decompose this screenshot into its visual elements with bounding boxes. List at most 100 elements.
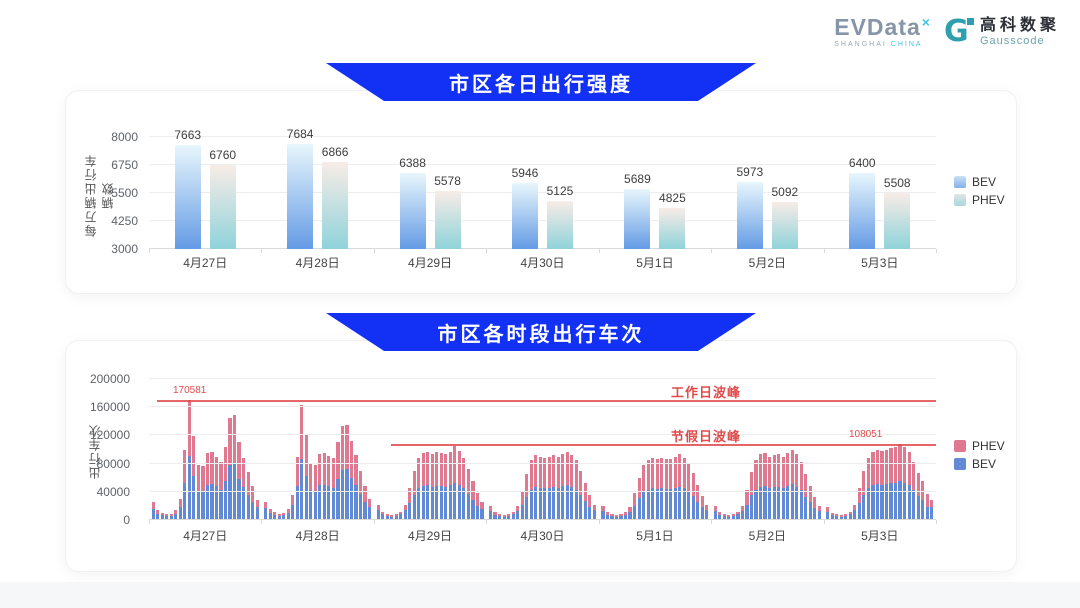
hour-bar[interactable] [628,379,632,520]
hour-bar[interactable] [561,379,565,520]
bar-bev[interactable] [287,144,314,249]
hour-bar[interactable] [884,379,889,520]
hour-bar[interactable] [363,379,367,520]
hour-bar[interactable] [273,379,277,520]
bar-phev[interactable] [546,201,573,249]
hour-bar[interactable] [251,379,255,520]
hour-bar[interactable] [565,379,569,520]
hour-bar[interactable] [632,379,637,520]
hour-bar[interactable] [291,379,295,520]
hour-bar[interactable] [660,379,664,520]
hour-bar[interactable] [457,379,461,520]
hour-bar[interactable] [610,379,614,520]
hour-bar[interactable] [727,379,731,520]
hour-bar[interactable] [399,379,403,520]
hour-bar[interactable] [871,379,875,520]
hour-bar[interactable] [866,379,870,520]
hour-bar[interactable] [516,379,520,520]
hour-bar[interactable] [534,379,538,520]
hour-bar[interactable] [614,379,619,520]
hour-bar[interactable] [255,379,259,520]
hour-bar[interactable] [210,379,214,520]
hour-bar[interactable] [912,379,916,520]
hour-bar[interactable] [322,379,326,520]
hour-bar[interactable] [898,379,902,520]
hour-bar[interactable] [902,379,907,520]
hour-bar[interactable] [174,379,178,520]
hour-bar[interactable] [848,379,852,520]
hour-bar[interactable] [331,379,335,520]
hour-bar[interactable] [502,379,506,520]
hour-bar[interactable] [354,379,358,520]
hour-bar[interactable] [678,379,682,520]
bar-phev[interactable] [659,208,686,249]
hour-bar[interactable] [687,379,691,520]
hour-bar[interactable] [340,379,345,520]
bar-bev[interactable] [511,183,538,249]
hour-bar[interactable] [507,379,511,520]
hour-bar[interactable] [696,379,700,520]
hour-bar[interactable] [336,379,340,520]
hour-bar[interactable] [462,379,466,520]
hour-bar[interactable] [471,379,475,520]
legend-item-bev[interactable]: BEV [954,457,1005,471]
hour-bar[interactable] [705,379,709,520]
hour-bar[interactable] [367,379,372,520]
hour-bar[interactable] [277,379,281,520]
hour-bar[interactable] [781,379,785,520]
hour-bar[interactable] [844,379,848,520]
hour-bar[interactable] [223,379,228,520]
hour-bar[interactable] [543,379,547,520]
hour-bar[interactable] [426,379,430,520]
hour-bar[interactable] [327,379,331,520]
hour-bar[interactable] [880,379,884,520]
hour-bar[interactable] [453,379,457,520]
hour-bar[interactable] [201,379,205,520]
hour-bar[interactable] [817,379,821,520]
hour-bar[interactable] [300,379,304,520]
bar-phev[interactable] [434,191,461,249]
hour-bar[interactable] [151,379,155,520]
hour-bar[interactable] [525,379,529,520]
hour-bar[interactable] [318,379,322,520]
hour-bar[interactable] [376,379,380,520]
hour-bar[interactable] [813,379,817,520]
hour-bar[interactable] [408,379,412,520]
hour-bar[interactable] [722,379,726,520]
hour-bar[interactable] [826,379,830,520]
hour-bar[interactable] [439,379,443,520]
hour-bar[interactable] [637,379,641,520]
hour-bar[interactable] [588,379,592,520]
hour-bar[interactable] [178,379,182,520]
hour-bar[interactable] [673,379,677,520]
hour-bar[interactable] [691,379,695,520]
hour-bar[interactable] [830,379,834,520]
hour-bar[interactable] [857,379,861,520]
hour-bar[interactable] [412,379,416,520]
hour-bar[interactable] [448,379,452,520]
hour-bar[interactable] [466,379,470,520]
hour-bar[interactable] [156,379,160,520]
hour-bar[interactable] [835,379,839,520]
hour-bar[interactable] [601,379,605,520]
hour-bar[interactable] [619,379,623,520]
hour-bar[interactable] [583,379,587,520]
hour-bar[interactable] [669,379,673,520]
hour-bar[interactable] [570,379,574,520]
hour-bar[interactable] [538,379,542,520]
hour-bar[interactable] [605,379,610,520]
hour-bar[interactable] [862,379,866,520]
bar-bev[interactable] [399,173,426,249]
hour-bar[interactable] [246,379,250,520]
hour-bar[interactable] [655,379,659,520]
hour-bar[interactable] [390,379,394,520]
legend-item-phev[interactable]: PHEV [954,193,1005,207]
bar-phev[interactable] [884,192,911,249]
hour-bar[interactable] [574,379,578,520]
bar-bev[interactable] [849,172,876,249]
hour-bar[interactable] [786,379,790,520]
hour-bar[interactable] [183,379,187,520]
legend-item-phev[interactable]: PHEV [954,439,1005,453]
hour-bar[interactable] [313,379,317,520]
hour-bar[interactable] [237,379,241,520]
